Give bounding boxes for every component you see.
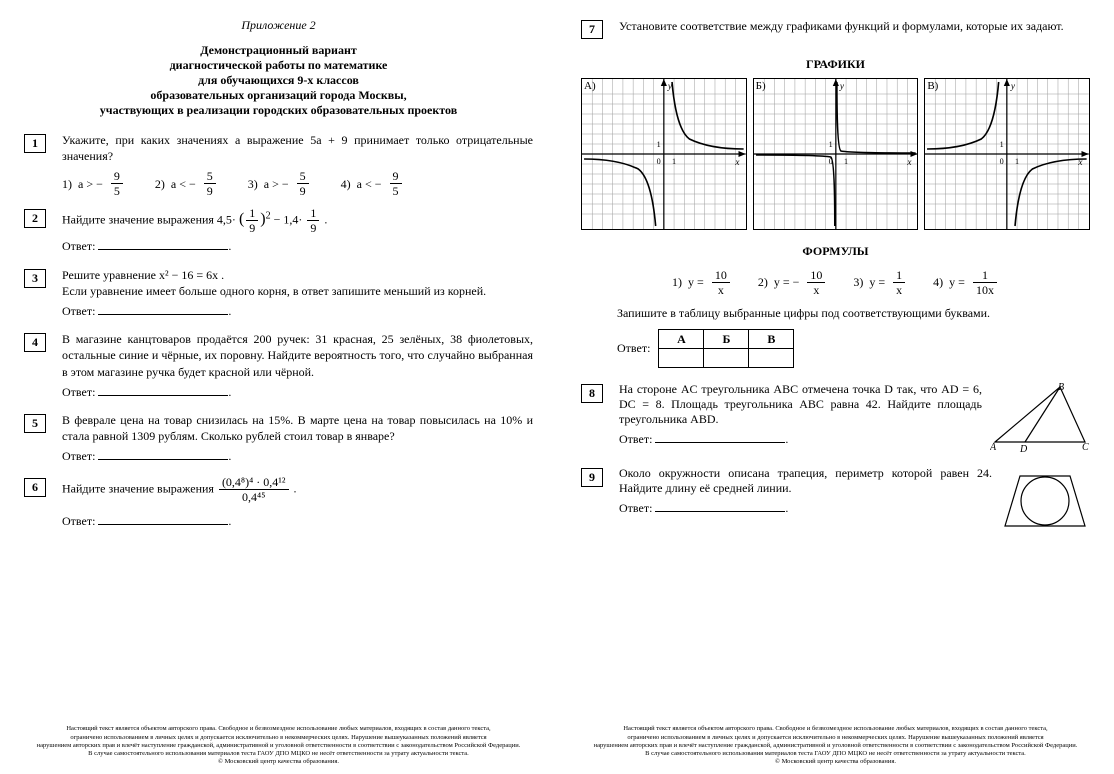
answer-label: Ответ: <box>62 385 95 399</box>
svg-text:0: 0 <box>1000 157 1004 166</box>
task-number: 3 <box>24 269 46 288</box>
answer-blank[interactable] <box>655 431 785 443</box>
graph-v: В) y x 0 1 1 <box>924 78 1090 230</box>
header-line: для обучающихся 9-х классов <box>24 73 533 88</box>
task-4: 4 В магазине канцтоваров продаётся 200 р… <box>24 331 533 402</box>
answer-label: Ответ: <box>619 501 652 515</box>
svg-text:C: C <box>1082 442 1089 452</box>
formula: 3) y = 1x <box>853 269 907 296</box>
trapezoid-figure <box>1000 466 1090 540</box>
answer-blank[interactable] <box>98 513 228 525</box>
answer-label: Ответ: <box>62 449 95 463</box>
task-2: 2 Найдите значение выражения 4,5· (19)2 … <box>24 207 533 256</box>
answer-label: Ответ: <box>62 239 95 253</box>
formula: 4) y = 110x <box>933 269 999 296</box>
graph-a: А) y x 0 1 1 <box>581 78 747 230</box>
svg-text:D: D <box>1019 444 1028 452</box>
graph-b: Б) y x 0 1 1 <box>753 78 919 230</box>
task-number: 9 <box>581 468 603 487</box>
task-number: 1 <box>24 134 46 153</box>
svg-text:1: 1 <box>828 140 832 149</box>
svg-text:x: x <box>734 157 739 167</box>
answer-blank[interactable] <box>655 500 785 512</box>
task-number: 8 <box>581 384 603 403</box>
header-line: Демонстрационный вариант <box>24 43 533 58</box>
option: 3) a > − 59 <box>248 170 311 197</box>
task-body: На стороне AC треугольника ABC отмечена … <box>619 382 982 449</box>
formulas-row: 1) y = 10x 2) y = − 10x 3) y = 1x 4) y =… <box>581 269 1090 296</box>
answer-label: Ответ: <box>617 341 650 356</box>
page-left: Приложение 2 Демонстрационный вариант ди… <box>0 0 557 774</box>
formula: 1) y = 10x <box>672 269 732 296</box>
svg-text:1: 1 <box>657 140 661 149</box>
match-instruction: Запишите в таблицу выбранные цифры под с… <box>617 306 1090 321</box>
answer-label: Ответ: <box>62 304 95 318</box>
task-body: Найдите значение выражения (0,4⁸)⁴ · 0,4… <box>62 476 533 531</box>
task-body: Решите уравнение x² − 16 = 6x . Если ура… <box>62 267 533 322</box>
answer-blank[interactable] <box>98 384 228 396</box>
svg-text:1: 1 <box>1000 140 1004 149</box>
footer: Настоящий текст является объектом авторс… <box>24 725 533 766</box>
task-7: 7 Установите соответствие между графикам… <box>581 18 1090 39</box>
match-cell[interactable] <box>704 349 749 368</box>
match-table: АБВ <box>658 329 794 368</box>
svg-text:0: 0 <box>657 157 661 166</box>
svg-text:1: 1 <box>844 157 848 166</box>
answer-label: Ответ: <box>62 514 95 528</box>
task-body: Найдите значение выражения 4,5· (19)2 − … <box>62 207 533 256</box>
svg-text:A: A <box>990 442 997 452</box>
task-body: Около окружности описана трапеция, перим… <box>619 466 992 518</box>
answer-blank[interactable] <box>98 303 228 315</box>
task-text: Укажите, при каких значениях a выражение… <box>62 133 533 163</box>
task-5: 5 В феврале цена на товар снизилась на 1… <box>24 412 533 467</box>
task-body: В феврале цена на товар снизилась на 15%… <box>62 412 533 467</box>
graphs-title: ГРАФИКИ <box>581 57 1090 72</box>
task-number: 4 <box>24 333 46 352</box>
svg-text:0: 0 <box>828 157 832 166</box>
header-block: Демонстрационный вариант диагностической… <box>24 43 533 118</box>
header-line: образовательных организаций города Москв… <box>24 88 533 103</box>
task-3: 3 Решите уравнение x² − 16 = 6x . Если у… <box>24 267 533 322</box>
graphs-row: А) y x 0 1 1 Б) <box>581 78 1090 230</box>
task-6: 6 Найдите значение выражения (0,4⁸)⁴ · 0… <box>24 476 533 531</box>
page-right: 7 Установите соответствие между графикам… <box>557 0 1114 774</box>
svg-text:y: y <box>1010 81 1016 91</box>
task-number: 6 <box>24 478 46 497</box>
svg-text:B: B <box>1058 382 1064 393</box>
svg-text:y: y <box>839 81 845 91</box>
triangle-figure: A B C D <box>990 382 1090 456</box>
answer-blank[interactable] <box>98 448 228 460</box>
match-cell[interactable] <box>659 349 704 368</box>
formulas-title: ФОРМУЛЫ <box>581 244 1090 259</box>
task-8: 8 На стороне AC треугольника ABC отмечен… <box>581 382 1090 456</box>
header-line: участвующих в реализации городских образ… <box>24 103 533 118</box>
task-body: В магазине канцтоваров продаётся 200 руч… <box>62 331 533 402</box>
task-body: Укажите, при каких значениях a выражение… <box>62 132 533 197</box>
svg-text:1: 1 <box>1015 157 1019 166</box>
svg-text:x: x <box>906 157 911 167</box>
svg-text:x: x <box>1078 157 1083 167</box>
task-1: 1 Укажите, при каких значениях a выражен… <box>24 132 533 197</box>
match-cell[interactable] <box>749 349 794 368</box>
svg-text:1: 1 <box>672 157 676 166</box>
option: 2) a < − 59 <box>155 170 218 197</box>
option: 4) a < − 95 <box>341 170 404 197</box>
option: 1) a > − 95 <box>62 170 125 197</box>
task-9: 9 Около окружности описана трапеция, пер… <box>581 466 1090 540</box>
task-options: 1) a > − 95 2) a < − 59 3) a > − 59 4) a… <box>62 170 533 197</box>
footer: Настоящий текст является объектом авторс… <box>581 725 1090 766</box>
formula: 2) y = − 10x <box>758 269 828 296</box>
task-number: 2 <box>24 209 46 228</box>
answer-blank[interactable] <box>98 238 228 250</box>
header-line: диагностической работы по математике <box>24 58 533 73</box>
appendix-label: Приложение 2 <box>24 18 533 33</box>
task-number: 5 <box>24 414 46 433</box>
answer-label: Ответ: <box>619 432 652 446</box>
task-body: Установите соответствие между графиками … <box>619 18 1090 34</box>
task-number: 7 <box>581 20 603 39</box>
